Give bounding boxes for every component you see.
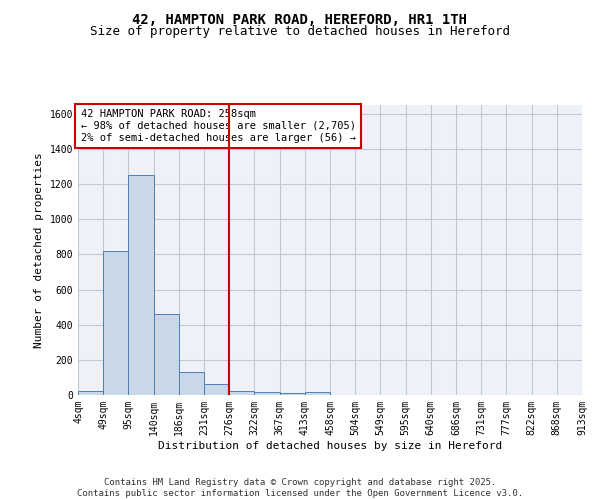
- Bar: [229, 390, 254, 395]
- Text: Size of property relative to detached houses in Hereford: Size of property relative to detached ho…: [90, 25, 510, 38]
- Bar: [78, 390, 103, 395]
- X-axis label: Distribution of detached houses by size in Hereford: Distribution of detached houses by size …: [158, 440, 502, 450]
- Y-axis label: Number of detached properties: Number of detached properties: [34, 152, 44, 348]
- Bar: [204, 384, 229, 395]
- Text: Contains HM Land Registry data © Crown copyright and database right 2025.
Contai: Contains HM Land Registry data © Crown c…: [77, 478, 523, 498]
- Bar: [154, 314, 179, 395]
- Text: 42, HAMPTON PARK ROAD, HEREFORD, HR1 1TH: 42, HAMPTON PARK ROAD, HEREFORD, HR1 1TH: [133, 12, 467, 26]
- Bar: [254, 392, 280, 395]
- Bar: [179, 372, 204, 395]
- Bar: [103, 251, 128, 395]
- Text: 42 HAMPTON PARK ROAD: 258sqm
← 98% of detached houses are smaller (2,705)
2% of : 42 HAMPTON PARK ROAD: 258sqm ← 98% of de…: [80, 110, 356, 142]
- Bar: [280, 393, 305, 395]
- Bar: [305, 392, 330, 395]
- Bar: [128, 176, 154, 395]
